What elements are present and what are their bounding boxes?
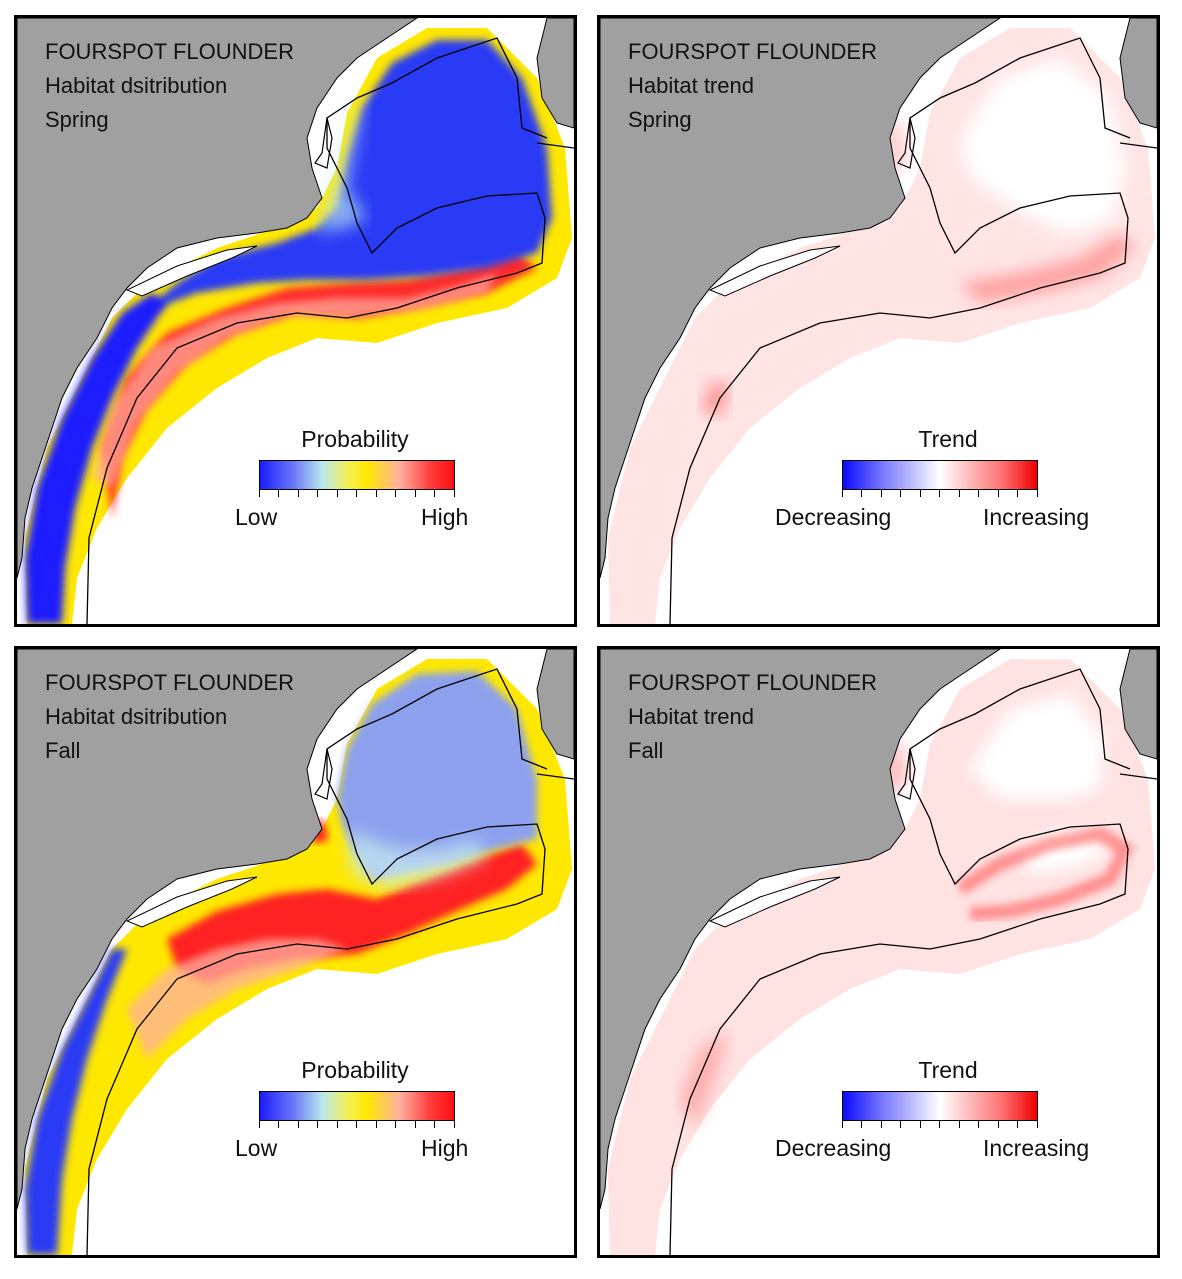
region-boundary-inner [314,117,333,169]
land-nova-scotia [536,18,574,129]
legend-colorbar [259,460,455,490]
trend-increase-south [680,1029,730,1129]
land-nova-scotia [536,649,574,760]
legend-high-label: Increasing [983,504,1090,530]
habitat-transition [317,88,367,233]
species-name: FOURSPOT FLOUNDER [45,670,294,695]
panel-title: FOURSPOT FLOUNDER Habitat trend Fall [628,666,877,768]
trend-neutral-area [960,58,1125,233]
legend-ticks [842,490,1038,498]
season: Fall [45,738,81,763]
habitat-map [17,18,574,624]
legend-title: Probability [301,426,409,452]
legend-low-label: Low [235,504,278,530]
land-nova-scotia [1119,18,1157,129]
season: Spring [628,107,692,132]
trend-map [600,649,1157,1255]
legend-title: Trend [918,1057,978,1083]
region-boundary-ns [536,773,574,780]
trend-map [600,18,1157,624]
legend-ticks [259,1121,455,1129]
region-boundary-inner [897,748,916,800]
species-name: FOURSPOT FLOUNDER [628,39,877,64]
panel-fall-trend: FOURSPOT FLOUNDER Habitat trend Fall Tre… [597,646,1160,1258]
species-name: FOURSPOT FLOUNDER [628,670,877,695]
map-type: Habitat dsitribution [45,73,228,98]
legend-low-label: Decreasing [775,504,892,530]
legend-title: Probability [301,1057,409,1083]
land-long-island [708,245,841,297]
trend-neutral-area [970,694,1105,799]
panel-spring-distribution: FOURSPOT FLOUNDER Habitat dsitribution S… [14,15,577,627]
panel-fall-distribution: FOURSPOT FLOUNDER Habitat dsitribution F… [14,646,577,1258]
species-name: FOURSPOT FLOUNDER [45,39,294,64]
legend-trend: Trend Decreasing Increasing [768,426,1128,546]
land-long-island [125,245,258,297]
region-boundary [669,37,1131,624]
map-type: Habitat trend [628,73,754,98]
panel-title: FOURSPOT FLOUNDER Habitat dsitribution F… [45,666,294,768]
habitat-mid-band [127,939,347,1059]
land [17,649,418,1210]
map-type: Habitat dsitribution [45,704,228,729]
land-nova-scotia [1119,649,1157,760]
trend-increase-ring [956,826,1135,921]
region-boundary [86,37,548,624]
map-type: Habitat trend [628,704,754,729]
habitat-low-coastal [25,949,127,1255]
trend-area [608,659,1155,1255]
legend-probability: Probability Low High [225,1057,485,1177]
legend-probability: Probability Low High [225,426,485,546]
legend-ticks [259,490,455,498]
land-long-island [125,876,258,928]
legend-high-label: High [421,1135,469,1161]
panel-title: FOURSPOT FLOUNDER Habitat dsitribution S… [45,35,294,137]
season: Spring [45,107,109,132]
land [600,18,1001,579]
region-boundary [669,668,1131,1255]
region-boundary [86,668,548,1255]
legend-colorbar [259,1091,455,1121]
habitat-high-band [102,253,537,518]
season: Fall [628,738,664,763]
land-long-island [708,876,841,928]
trend-increase-spot [700,378,730,418]
legend-title: Trend [918,426,978,452]
legend-high-label: High [421,504,469,530]
land [17,18,418,579]
legend-colorbar [842,1091,1038,1121]
region-boundary-ns [536,142,574,149]
panel-title: FOURSPOT FLOUNDER Habitat trend Spring [628,35,877,137]
legend-trend: Trend Decreasing Increasing [768,1057,1128,1177]
trend-increase-band [960,233,1135,303]
legend-high-label: Increasing [983,1135,1090,1161]
land [600,649,1001,1210]
habitat-map [17,649,574,1255]
region-boundary-ns [1119,773,1157,780]
legend-ticks [842,1121,1038,1129]
region-boundary-inner [314,748,333,800]
region-boundary-ns [1119,142,1157,149]
legend-colorbar [842,460,1038,490]
panel-spring-trend: FOURSPOT FLOUNDER Habitat trend Spring T… [597,15,1160,627]
region-boundary-inner [897,117,916,169]
habitat-mid-band [92,273,497,488]
habitat-low-coastal [25,293,167,624]
legend-low-label: Low [235,1135,278,1161]
legend-low-label: Decreasing [775,1135,892,1161]
